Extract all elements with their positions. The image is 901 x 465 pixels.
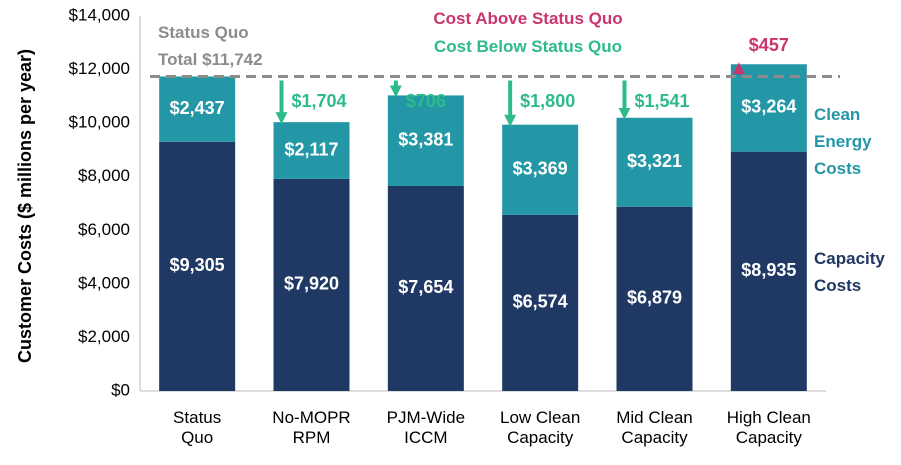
bar-segment	[502, 124, 579, 215]
value-label: $2,437	[170, 98, 225, 118]
below-label: Cost Below Status Quo	[434, 37, 622, 56]
bar-segment	[273, 122, 350, 179]
bar-segment	[730, 64, 807, 152]
value-label: $9,305	[170, 255, 225, 275]
x-tick-label: Status Quo	[173, 408, 222, 448]
y-tick-label: $2,000	[78, 327, 130, 346]
legend-label: Clean Energy Costs	[814, 105, 872, 178]
y-tick-label: $12,000	[69, 59, 130, 78]
bar-segment	[616, 117, 693, 207]
bar-segment	[273, 178, 350, 391]
reference-label: Status Quo Total $11,742	[158, 23, 263, 70]
x-tick-label: PJM-Wide ICCM	[386, 408, 466, 448]
y-tick-label: $14,000	[69, 5, 130, 24]
difference-label: $706	[406, 91, 446, 111]
y-tick-label: $8,000	[78, 166, 130, 185]
bar-segment	[387, 185, 464, 391]
value-label: $8,935	[741, 260, 796, 280]
bar-segment	[502, 214, 579, 391]
bar-segment	[616, 206, 693, 391]
value-label: $6,879	[627, 288, 682, 308]
y-tick-label: $0	[111, 380, 130, 399]
bar-segment	[159, 76, 236, 142]
difference-label: $1,704	[292, 91, 347, 111]
value-label: $7,654	[398, 277, 453, 297]
value-label: $7,920	[284, 274, 339, 294]
bar-segment	[730, 151, 807, 391]
y-tick-label: $4,000	[78, 273, 130, 292]
value-label: $6,574	[513, 292, 568, 312]
value-label: $3,369	[513, 159, 568, 179]
difference-label: $1,800	[520, 91, 575, 111]
bar-segment	[387, 95, 464, 186]
value-label: $3,381	[398, 129, 453, 149]
value-label: $3,321	[627, 151, 682, 171]
x-tick-label: Low Clean Capacity	[499, 408, 581, 448]
above-label: Cost Above Status Quo	[433, 9, 623, 28]
x-tick-label: Mid Clean Capacity	[616, 408, 693, 448]
y-tick-label: $6,000	[78, 220, 130, 239]
y-axis-label: Customer Costs ($ millions per year)	[15, 49, 35, 363]
legend-label: Capacity Costs	[814, 249, 885, 295]
y-tick-label: $10,000	[69, 113, 130, 132]
x-tick-label: No-MOPR RPM	[272, 408, 351, 448]
difference-label: $457	[749, 35, 789, 55]
x-tick-label: High Clean Capacity	[726, 408, 811, 448]
value-label: $3,264	[741, 97, 796, 117]
value-label: $2,117	[284, 139, 338, 159]
difference-label: $1,541	[635, 91, 690, 111]
bar-segment	[159, 141, 236, 391]
